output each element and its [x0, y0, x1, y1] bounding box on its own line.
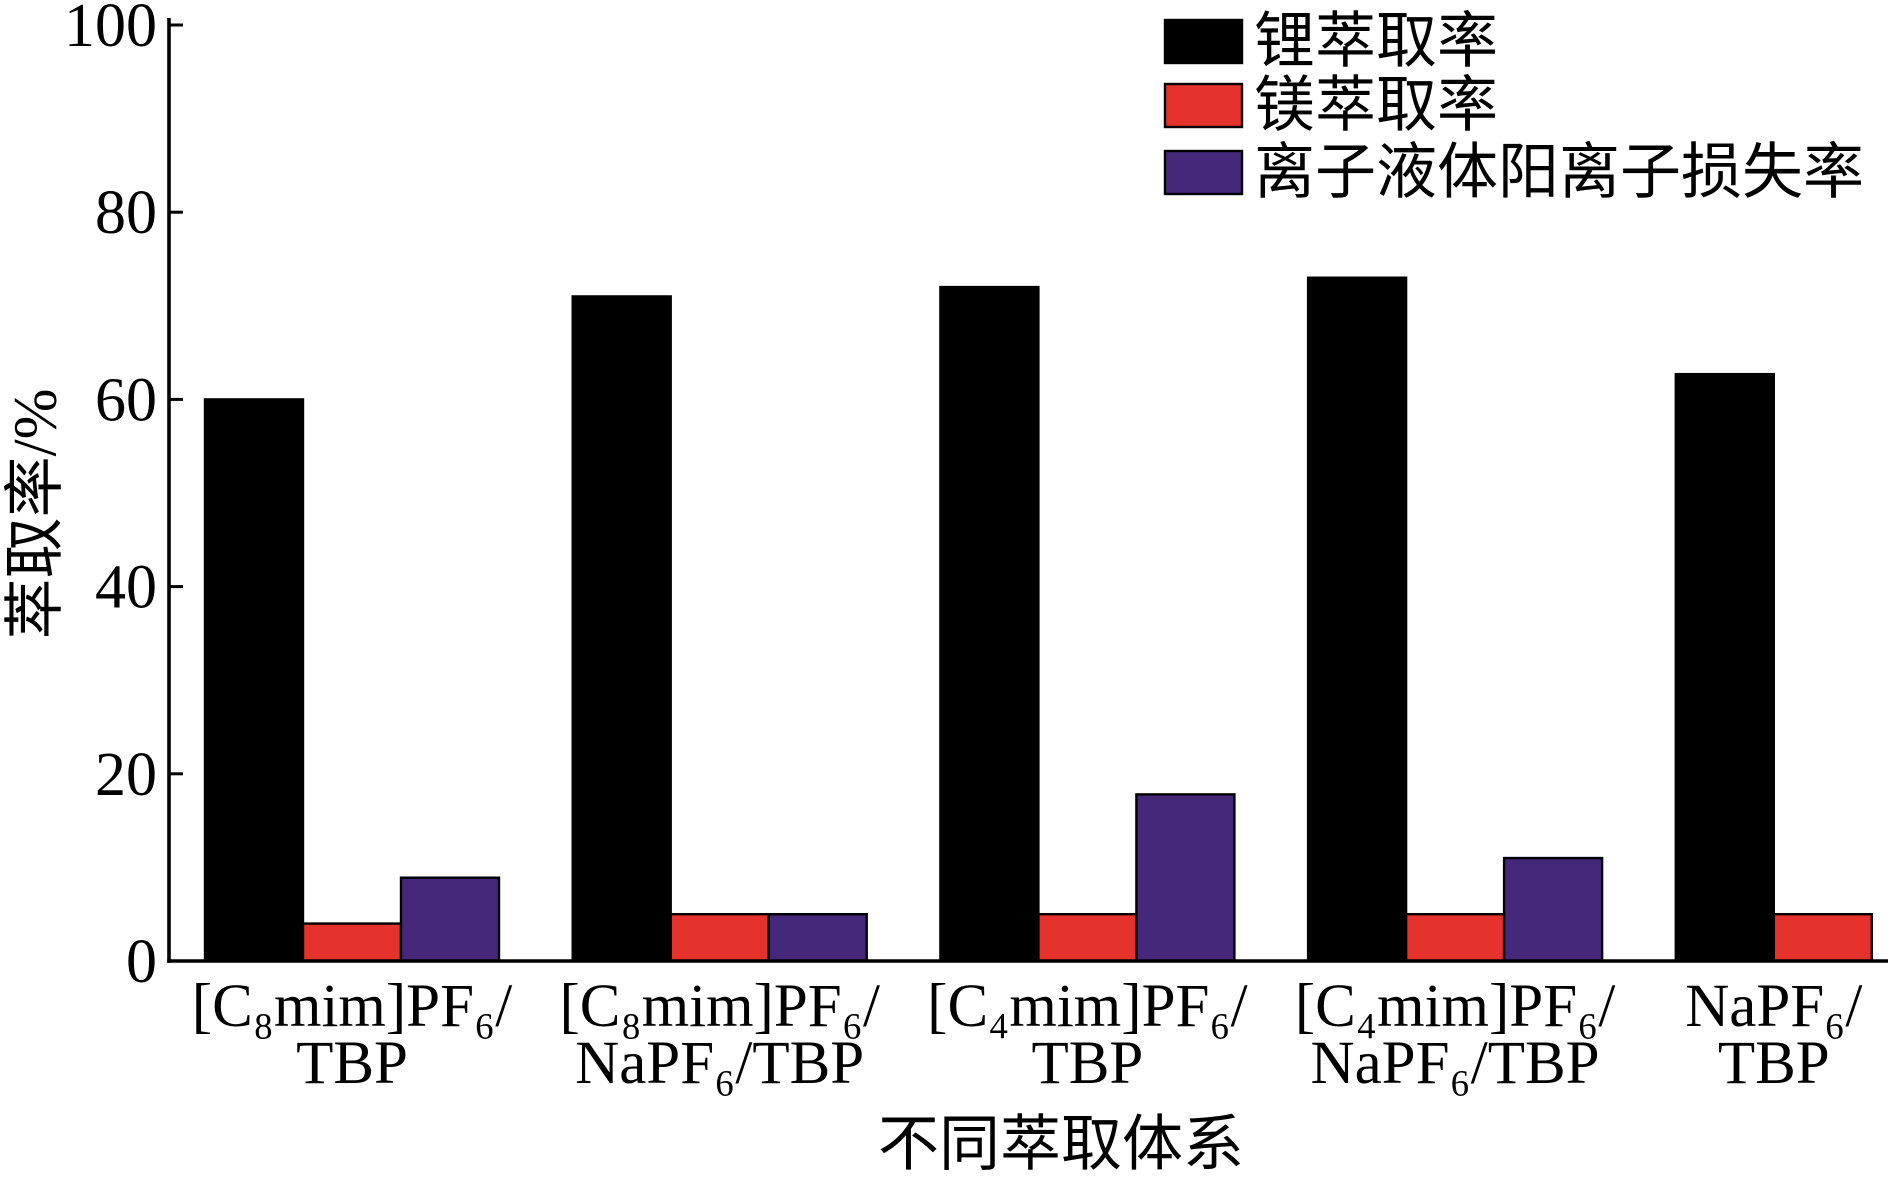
bar-series-3-category-2: [767, 913, 868, 963]
bar-series-3-category-1: [399, 876, 501, 963]
legend-swatch-series-2: [1163, 82, 1244, 129]
x-tick-label: NaPF₆/TBP: [1685, 973, 1862, 1097]
x-tick-label: [C₄mim]PF₆/TBP: [927, 973, 1248, 1097]
y-tick-label: 0: [126, 928, 157, 996]
x-tick-labels: [C₈mim]PF₆/TBP [C₈mim]PF₆/NaPF₆/TBP [C₄mim…: [192, 973, 1863, 1097]
bar-series-3-category-3: [1135, 793, 1236, 963]
bars: [203, 276, 1874, 963]
bar-series-2-category-3: [1037, 913, 1138, 963]
y-tick-label: 40: [95, 554, 157, 622]
bar-series-2-category-1: [301, 922, 403, 963]
legend-label-series-3: 离子液体阳离子损失率: [1254, 140, 1864, 207]
y-ticks: 0 20 40 60 80 100: [64, 0, 183, 996]
x-tick-label: [C₄mim]PF₆/NaPF₆/TBP: [1295, 973, 1616, 1097]
y-tick-label: 80: [95, 179, 157, 247]
bar-series-2-category-5: [1772, 913, 1874, 963]
x-tick-label: [C₈mim]PF₆/TBP: [192, 973, 513, 1097]
bar-series-1-category-4: [1306, 276, 1408, 963]
bar-series-1-category-3: [939, 285, 1040, 963]
x-axis-title: 不同萃取体系: [878, 1112, 1244, 1179]
legend-label-series-1: 锂萃取率: [1254, 9, 1498, 76]
y-tick-label: 100: [64, 0, 157, 60]
legend: 锂萃取率 镁萃取率 离子液体阳离子损失率: [1163, 9, 1864, 207]
bar-series-2-category-2: [669, 913, 770, 963]
bar-series-1-category-1: [203, 398, 305, 963]
bar-series-1-category-5: [1674, 372, 1776, 963]
bar-series-1-category-2: [571, 295, 672, 963]
y-axis-title: 萃取率/%: [3, 389, 70, 640]
y-tick-label: 20: [95, 741, 157, 809]
legend-label-series-2: 镁萃取率: [1254, 73, 1498, 140]
y-tick-label: 60: [95, 366, 157, 434]
legend-swatch-series-1: [1163, 18, 1244, 65]
x-tick-label: [C₈mim]PF₆/NaPF₆/TBP: [559, 973, 880, 1097]
legend-swatch-series-3: [1163, 149, 1244, 196]
bar-series-2-category-4: [1404, 913, 1506, 963]
bar-series-3-category-4: [1502, 856, 1604, 963]
